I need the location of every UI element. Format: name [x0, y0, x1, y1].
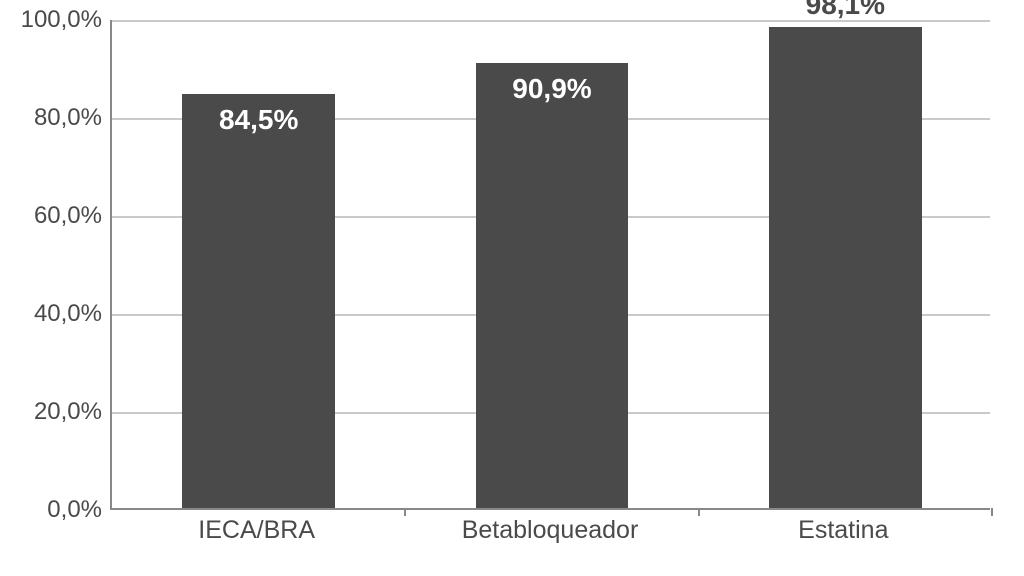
y-tick-label: 100,0%: [21, 6, 102, 34]
bar-value-label: 98,1%: [769, 0, 922, 21]
bar-value-label: 90,9%: [476, 73, 629, 105]
bars-layer: 84,5% 90,9% 98,1%: [112, 20, 990, 508]
bar: 98,1%: [769, 27, 922, 508]
x-tick-label: Estatina: [798, 516, 888, 545]
x-tick-label: IECA/BRA: [198, 516, 315, 545]
bar: 90,9%: [476, 63, 629, 508]
x-tick-mark: [404, 508, 406, 516]
bar-chart: 84,5% 90,9% 98,1% 0,0% 20,0% 40,0% 60,0% 80,0%…: [0, 0, 1024, 576]
x-tick-label: Betabloqueador: [462, 516, 639, 545]
bar-value-label: 84,5%: [182, 104, 335, 136]
plot-area: 84,5% 90,9% 98,1%: [110, 20, 990, 510]
x-tick-mark: [698, 508, 700, 516]
y-tick-label: 0,0%: [47, 496, 102, 524]
x-tick-mark: [991, 508, 993, 516]
y-tick-label: 40,0%: [34, 300, 102, 328]
y-tick-label: 60,0%: [34, 202, 102, 230]
y-tick-label: 80,0%: [34, 104, 102, 132]
y-tick-label: 20,0%: [34, 398, 102, 426]
bar: 84,5%: [182, 94, 335, 508]
